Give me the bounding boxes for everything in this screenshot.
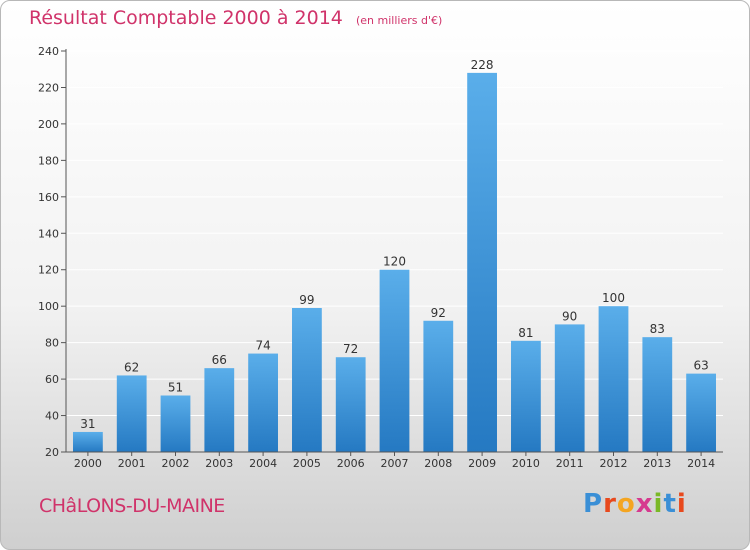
proxiti-logo: Proxiti [583, 489, 687, 519]
data-label-2009: 228 [471, 58, 494, 72]
x-tick-label-2002: 2002 [162, 457, 190, 470]
data-label-2013: 83 [650, 322, 665, 336]
bar-2013 [642, 337, 673, 452]
x-tick-label-2007: 2007 [381, 457, 409, 470]
data-label-2012: 100 [602, 291, 625, 305]
x-tick-label-2013: 2013 [643, 457, 671, 470]
commune-name: CHâLONS-DU-MAINE [39, 495, 225, 517]
y-tick-label: 40 [45, 410, 59, 423]
data-label-2003: 66 [212, 353, 227, 367]
y-tick-label: 100 [38, 300, 59, 313]
logo-letter: t [663, 489, 677, 519]
y-tick-label: 200 [38, 118, 59, 131]
x-tick-label-2012: 2012 [600, 457, 628, 470]
data-label-2010: 81 [518, 326, 533, 340]
bar-2005 [292, 308, 322, 452]
x-tick-label-2008: 2008 [424, 457, 452, 470]
data-label-2001: 62 [124, 360, 139, 374]
data-label-2004: 74 [255, 339, 270, 353]
chart-title-unit: (en milliers d'€) [355, 14, 443, 27]
data-label-2008: 92 [431, 306, 446, 320]
y-tick-label: 20 [45, 446, 59, 459]
y-tick-label: 140 [38, 227, 59, 240]
data-label-2007: 120 [383, 255, 406, 269]
bar-2004 [248, 353, 278, 452]
bars [73, 72, 716, 452]
bar-2008 [423, 320, 454, 452]
data-label-2002: 51 [168, 380, 183, 394]
data-label-2006: 72 [343, 342, 358, 356]
x-tick-label-2014: 2014 [687, 457, 715, 470]
logo-letter: i [676, 489, 687, 519]
bar-2014 [686, 373, 716, 452]
bar-2009 [467, 72, 497, 452]
y-tick-label: 220 [38, 81, 59, 94]
bar-2001 [116, 375, 147, 452]
bar-2000 [73, 431, 103, 452]
x-tick-label-2003: 2003 [205, 457, 233, 470]
x-tick-label-2001: 2001 [118, 457, 146, 470]
y-tick-label: 80 [45, 337, 59, 350]
data-label-2011: 90 [562, 309, 577, 323]
bar-2012 [598, 306, 629, 452]
logo-letter: x [635, 489, 654, 519]
x-tick-label-2010: 2010 [512, 457, 540, 470]
y-tick-label: 160 [38, 191, 59, 204]
data-label-2000: 31 [80, 417, 95, 431]
chart-title-main: Résultat Comptable 2000 à 2014 [29, 7, 343, 29]
y-tick-label: 120 [38, 264, 59, 277]
axes [61, 49, 723, 456]
bar-2010 [511, 340, 541, 452]
data-label-2014: 63 [693, 359, 708, 373]
y-tick-label: 60 [45, 373, 59, 386]
bar-2007 [379, 269, 410, 452]
logo-letter: r [603, 489, 617, 519]
data-label-2005: 99 [299, 293, 314, 307]
y-tick-label: 240 [38, 45, 59, 58]
x-tick-label-2000: 2000 [74, 457, 102, 470]
labels: 20 40 60 80 100 120 140 160 180 200 220 240 31 2000 62… [38, 45, 715, 470]
bar-2002 [160, 395, 191, 452]
y-tick-label: 180 [38, 154, 59, 167]
bar-2003 [204, 368, 235, 452]
logo-letter: o [616, 489, 636, 519]
x-tick-label-2006: 2006 [337, 457, 365, 470]
bar-2011 [554, 324, 585, 452]
x-tick-label-2011: 2011 [556, 457, 584, 470]
logo-letter: i [653, 489, 664, 519]
logo-letter: P [583, 489, 604, 519]
x-tick-label-2009: 2009 [468, 457, 496, 470]
x-tick-label-2005: 2005 [293, 457, 321, 470]
bar-2006 [335, 357, 366, 452]
x-tick-label-2004: 2004 [249, 457, 277, 470]
chart-title: Résultat Comptable 2000 à 2014 (en milli… [29, 7, 442, 29]
